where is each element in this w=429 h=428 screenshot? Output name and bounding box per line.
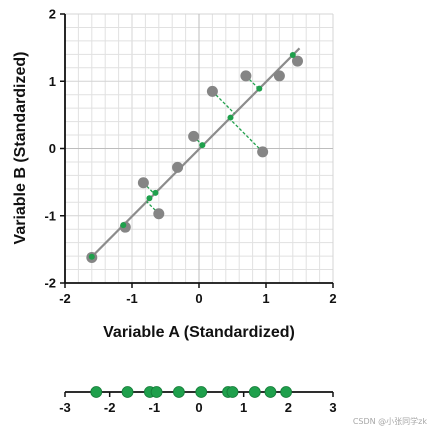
x-tick-label: 1	[262, 291, 269, 306]
projected-point	[227, 114, 234, 121]
number-line-tick-label: -1	[149, 400, 161, 415]
data-point	[172, 161, 184, 173]
x-tick-label: 2	[329, 291, 336, 306]
projected-point	[289, 52, 296, 59]
projected-point	[88, 253, 95, 260]
projected-points	[88, 52, 296, 260]
x-axis-title: Variable A (Standardized)	[103, 324, 295, 341]
number-line-point	[172, 386, 185, 398]
x-tick-label: 0	[195, 291, 202, 306]
x-tick-label: -2	[59, 291, 71, 306]
number-line-tick-label: 2	[285, 400, 292, 415]
y-tick-label: 2	[49, 7, 56, 22]
number-line-point	[226, 386, 239, 398]
y-axis-title: Variable B (Standardized)	[12, 52, 29, 245]
data-point	[137, 177, 149, 189]
number-line-tick-label: 0	[195, 400, 202, 415]
number-line-tick-label: -2	[104, 400, 116, 415]
projected-point	[199, 142, 206, 149]
projected-point	[120, 222, 127, 229]
projected-point	[146, 195, 153, 202]
number-line-tick-label: 1	[240, 400, 247, 415]
y-tick-label: 1	[49, 74, 56, 89]
y-tick-label: -1	[44, 208, 56, 223]
data-point	[273, 70, 285, 82]
number-line-point	[195, 386, 208, 398]
number-line-point	[248, 386, 261, 398]
y-tick-label: -2	[44, 276, 56, 291]
data-point	[257, 146, 269, 158]
projection-segment	[245, 75, 260, 90]
number-line-point	[150, 386, 163, 398]
number-line-point	[90, 386, 103, 398]
gray-points	[86, 55, 303, 263]
number-line-tick-label: -3	[59, 400, 71, 415]
data-point	[206, 85, 218, 97]
watermark: CSDN @小张同学zk	[353, 416, 428, 426]
number-line-point	[264, 386, 277, 398]
y-tick-label: 0	[49, 141, 56, 156]
projection-segment	[229, 118, 264, 153]
data-point	[153, 208, 165, 220]
number-line-points	[90, 386, 293, 398]
data-point	[240, 70, 252, 82]
projected-point	[152, 189, 159, 196]
number-line-tick-label: 3	[329, 400, 336, 415]
number-line-point	[121, 386, 134, 398]
data-point	[291, 55, 303, 67]
data-point	[188, 130, 200, 142]
projected-point	[256, 85, 263, 92]
number-line-point	[280, 386, 293, 398]
x-tick-label: -1	[126, 291, 138, 306]
main-tick-labels: -2 -1 0 1 2 -2 -1 0 1 2	[44, 7, 336, 307]
